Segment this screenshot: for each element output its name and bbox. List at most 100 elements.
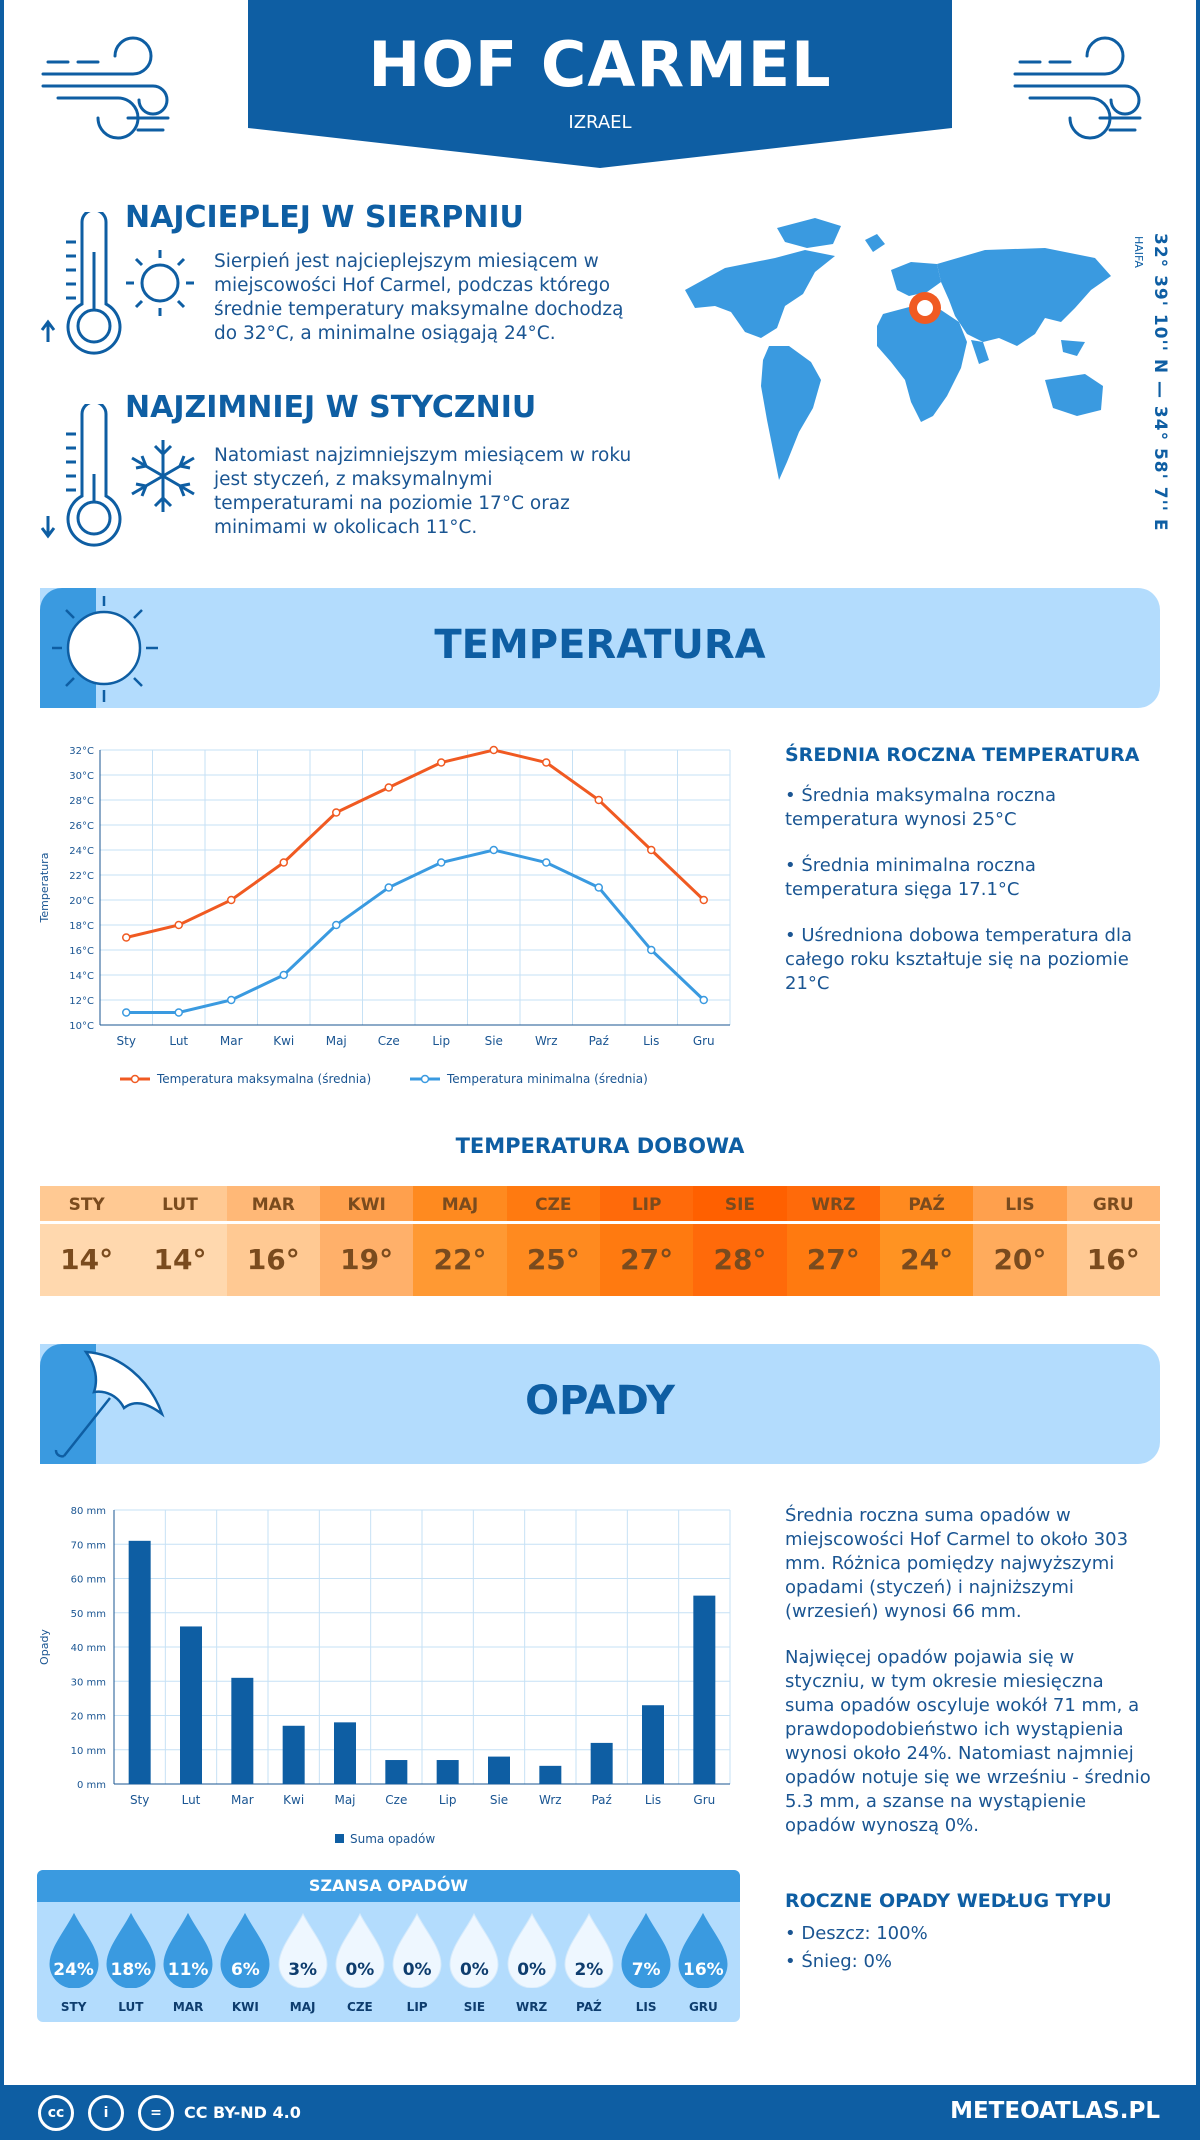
sun-icon	[52, 596, 158, 702]
x-tick-label: Sie	[490, 1793, 508, 1807]
temperature-value: 25°	[506, 1224, 600, 1296]
month-label: LUT	[133, 1186, 227, 1224]
x-tick-label: Sty	[117, 1034, 136, 1048]
chance-value: 0%	[345, 1960, 375, 1980]
x-tick-label: Cze	[385, 1793, 407, 1807]
chance-value: 0%	[402, 1960, 432, 1980]
precipitation-summary: Średnia roczna suma opadów w miejscowośc…	[785, 1504, 1155, 1860]
y-tick-label: 50 mm	[71, 1609, 106, 1620]
y-tick-label: 24°C	[69, 846, 94, 857]
y-tick-label: 0 mm	[77, 1780, 106, 1791]
region-label: HAIFA	[1132, 236, 1145, 268]
x-tick-label: Wrz	[539, 1793, 562, 1807]
x-tick-label: Kwi	[283, 1793, 304, 1807]
cc-icon: cc	[38, 2095, 74, 2131]
x-tick-label: Paź	[591, 1793, 611, 1807]
data-point	[542, 858, 551, 867]
data-point	[122, 1008, 131, 1017]
precipitation-chance-item: 11% MAR	[160, 1902, 217, 2022]
coldest-heading: NAJZIMNIEJ W STYCZNIU	[125, 390, 537, 425]
y-tick-label: 30 mm	[71, 1677, 106, 1688]
y-tick-label: 22°C	[69, 871, 94, 882]
x-tick-label: Kwi	[273, 1034, 294, 1048]
raindrop-icon	[335, 1912, 385, 1988]
x-tick-label: Gru	[693, 1793, 715, 1807]
x-tick-label: Lut	[169, 1034, 188, 1048]
precipitation-band-tab	[40, 1344, 96, 1464]
bar	[128, 1540, 151, 1784]
daily-temperature-cell: LIS 20°	[973, 1186, 1067, 1296]
x-tick-label: Mar	[231, 1793, 254, 1807]
legend-label: Temperatura maksymalna (średnia)	[156, 1072, 371, 1086]
precipitation-chart: 0 mm 10 mm 20 mm 30 mm 40 mm 50 mm 60 mm 70 mm 8…	[38, 1506, 731, 1846]
site-link[interactable]: METEOATLAS.PL	[950, 2098, 1160, 2124]
daily-temperature-cell: STY 14°	[40, 1186, 134, 1296]
raindrop-icon	[163, 1912, 213, 1988]
bar	[488, 1756, 510, 1784]
coldest-text: Natomiast najzimniejszym miesiącem w rok…	[214, 445, 632, 538]
precipitation-chance-item: 0% CZE	[331, 1902, 388, 2022]
raindrop-shape	[220, 1912, 270, 1988]
temperature-value: 28°	[693, 1224, 787, 1296]
thermometer-hot-icon	[40, 212, 122, 355]
chance-value: 0%	[517, 1960, 547, 1980]
raindrop-shape	[507, 1912, 557, 1988]
temperature-value: 24°	[879, 1224, 974, 1296]
data-point	[489, 745, 498, 755]
data-point	[594, 795, 603, 805]
data-point	[332, 920, 341, 930]
data-point	[489, 845, 498, 855]
raindrop-shape	[278, 1912, 328, 1988]
daily-temperature-cell: LIP 27°	[599, 1186, 694, 1296]
month-label: LIS	[973, 1186, 1067, 1224]
bar	[282, 1725, 305, 1784]
data-point	[437, 858, 446, 867]
warmest-text: Sierpień jest najcieplejszym miesiącem w…	[214, 251, 624, 344]
data-point	[699, 895, 708, 905]
license-label: CC BY-ND 4.0	[184, 2103, 301, 2122]
bar	[693, 1595, 716, 1784]
raindrop-shape	[335, 1912, 385, 1988]
chance-value: 7%	[631, 1960, 661, 1980]
daily-temperature-cell: CZE 25°	[506, 1186, 600, 1296]
month-label: LUT	[118, 2000, 144, 2014]
precipitation-chance-item: 2% PAŹ	[560, 1902, 617, 2022]
thermometer-cold-icon	[40, 404, 122, 547]
daily-temperature-cell: GRU 16°	[1066, 1186, 1160, 1296]
x-tick-label: Lip	[439, 1793, 457, 1807]
y-tick-label: 20 mm	[71, 1712, 106, 1723]
world-map	[685, 218, 1111, 480]
chance-value: 24%	[53, 1960, 94, 1980]
daily-temperature-cell: SIE 28°	[693, 1186, 787, 1296]
raindrop-shape	[449, 1912, 499, 1988]
y-tick-label: 16°C	[69, 946, 94, 957]
page-title: HOF CARMEL	[368, 28, 832, 101]
precipitation-chance-item: 0% SIE	[446, 1902, 503, 2022]
x-tick-label: Maj	[334, 1793, 355, 1807]
daily-temperature-table: STY 14° LUT 14° MAR 16° KWI 19° MAJ 22° CZE 25° LIP 2…	[40, 1186, 1160, 1296]
legend-label: Suma opadów	[350, 1832, 435, 1846]
chance-value: 6%	[230, 1960, 260, 1980]
snow-share: • Śnieg: 0%	[785, 1951, 893, 1972]
sun-icon	[126, 250, 194, 316]
month-label: GRU	[1066, 1186, 1160, 1224]
temperature-band	[40, 588, 1160, 708]
temperature-value: 27°	[599, 1224, 694, 1296]
data-point	[384, 783, 393, 792]
month-label: MAJ	[413, 1186, 507, 1224]
y-tick-label: 32°C	[69, 746, 94, 757]
data-point	[594, 883, 603, 892]
daily-temperature-cell: KWI 19°	[319, 1186, 414, 1296]
data-point	[174, 1008, 183, 1017]
raindrop-icon	[220, 1912, 270, 1988]
y-tick-label: 70 mm	[71, 1540, 106, 1551]
x-tick-label: Sie	[485, 1034, 503, 1048]
legend-marker	[420, 1074, 430, 1084]
month-label: MAR	[226, 1186, 320, 1224]
temperature-value: 22°	[413, 1224, 507, 1296]
bar	[231, 1677, 254, 1784]
x-tick-label: Wrz	[535, 1034, 558, 1048]
y-tick-label: 40 mm	[71, 1643, 106, 1654]
data-point	[647, 845, 656, 855]
precipitation-para: Średnia roczna suma opadów w miejscowośc…	[785, 1505, 1129, 1622]
